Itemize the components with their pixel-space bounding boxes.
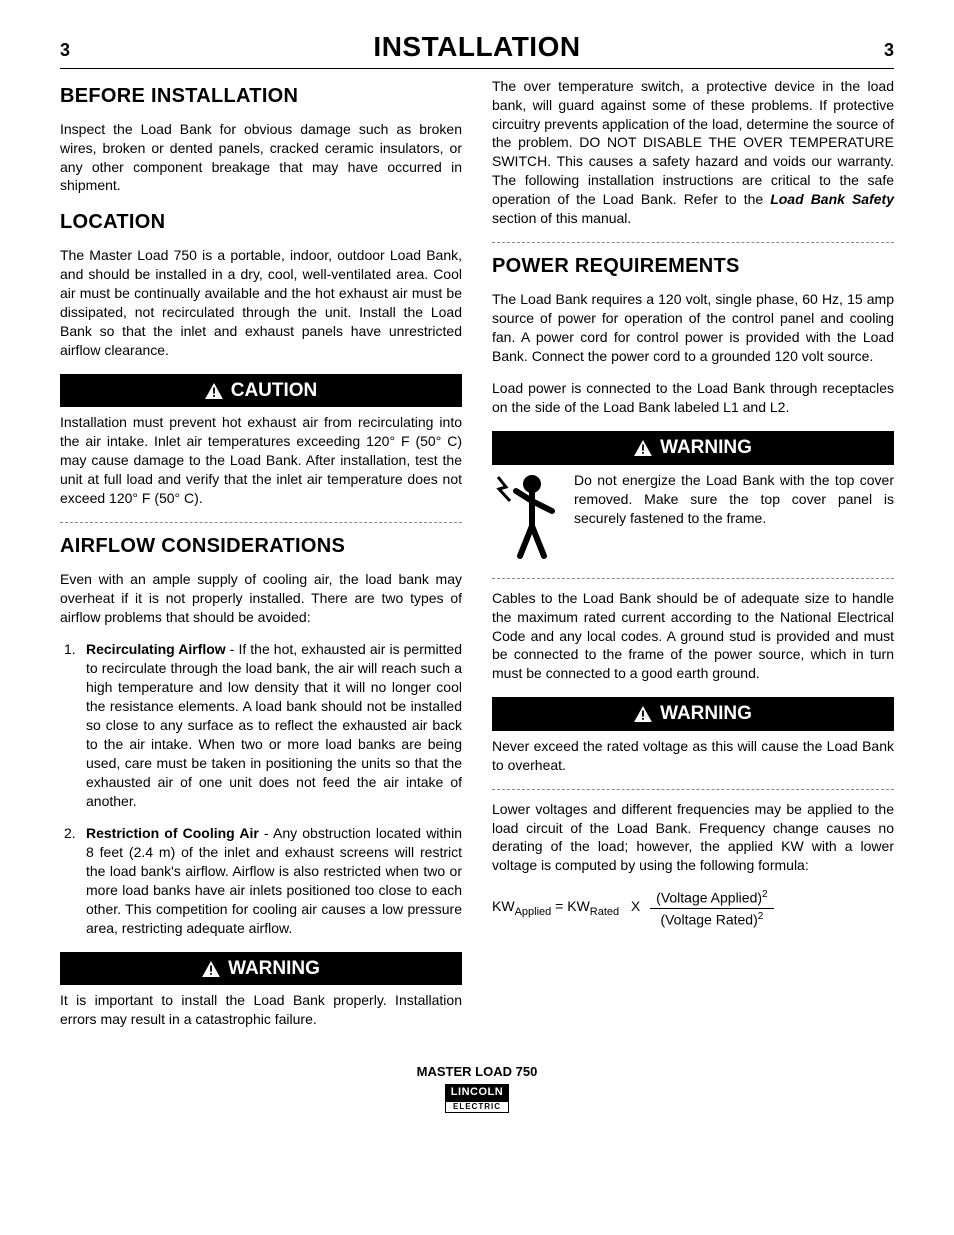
dashed-divider [60,522,462,523]
page-footer: MASTER LOAD 750 LINCOLN ELECTRIC [60,1063,894,1113]
product-name: MASTER LOAD 750 [60,1063,894,1081]
list-item-body: - Any obstruction located within 8 feet … [86,825,462,935]
caution-callout: CAUTION [60,374,462,408]
paragraph: Load power is connected to the Load Bank… [492,379,894,417]
list-number: 1. [64,640,76,659]
warning-triangle-icon [202,961,220,977]
warning-label: WARNING [660,435,752,461]
warning-triangle-icon [205,383,223,399]
caution-label: CAUTION [231,378,318,404]
lincoln-electric-logo: LINCOLN ELECTRIC [445,1084,509,1114]
electric-shock-person-icon [492,471,562,566]
warning-callout: WARNING [492,697,894,731]
paragraph: Inspect the Load Bank for obvious damage… [60,120,462,196]
right-column: The over temperature switch, a protectiv… [492,77,894,1043]
list-item: 2. Restriction of Cooling Air - Any obst… [60,824,462,937]
page-number-right: 3 [884,38,894,62]
paragraph: Lower voltages and different frequencies… [492,800,894,876]
warning-callout: WARNING [492,431,894,465]
list-item-title: Recirculating Airflow [86,641,226,657]
airflow-problem-list: 1. Recirculating Airflow - If the hot, e… [60,640,462,937]
warning-label: WARNING [228,956,320,982]
heading-airflow: AIRFLOW CONSIDERATIONS [60,533,462,560]
page-header: 3 INSTALLATION 3 [60,28,894,69]
list-item: 1. Recirculating Airflow - If the hot, e… [60,640,462,810]
warning-text: It is important to install the Load Bank… [60,991,462,1029]
warning-triangle-icon [634,706,652,722]
two-column-layout: BEFORE INSTALLATION Inspect the Load Ban… [60,77,894,1043]
logo-brand-bottom: ELECTRIC [445,1101,509,1114]
manual-section-ref: Load Bank Safety [770,191,894,207]
list-item-body: - If the hot, exhausted air is permitted… [86,641,462,808]
icon-warning-block: Do not energize the Load Bank with the t… [492,471,894,566]
warning-callout: WARNING [60,952,462,986]
logo-brand-top: LINCOLN [445,1084,509,1101]
warning-triangle-icon [634,440,652,456]
warning-label: WARNING [660,701,752,727]
formula-fraction: (Voltage Applied)2 (Voltage Rated)2 [650,889,773,928]
heading-power-requirements: POWER REQUIREMENTS [492,253,894,280]
warning-text: Do not energize the Load Bank with the t… [574,471,894,528]
warning-text: Never exceed the rated voltage as this w… [492,737,894,775]
paragraph: The Load Bank requires a 120 volt, singl… [492,290,894,366]
dashed-divider [492,789,894,790]
page-number-left: 3 [60,38,70,62]
left-column: BEFORE INSTALLATION Inspect the Load Ban… [60,77,462,1043]
paragraph: The over temperature switch, a protectiv… [492,77,894,228]
paragraph: The Master Load 750 is a portable, indoo… [60,246,462,359]
list-item-title: Restriction of Cooling Air [86,825,259,841]
page-title: INSTALLATION [373,28,580,66]
paragraph: Even with an ample supply of cooling air… [60,570,462,627]
heading-before-installation: BEFORE INSTALLATION [60,83,462,110]
dashed-divider [492,242,894,243]
caution-text: Installation must prevent hot exhaust ai… [60,413,462,507]
paragraph: Cables to the Load Bank should be of ade… [492,589,894,683]
kw-formula: KWApplied = KWRated X (Voltage Applied)2… [492,889,894,928]
dashed-divider [492,578,894,579]
list-number: 2. [64,824,76,843]
heading-location: LOCATION [60,209,462,236]
